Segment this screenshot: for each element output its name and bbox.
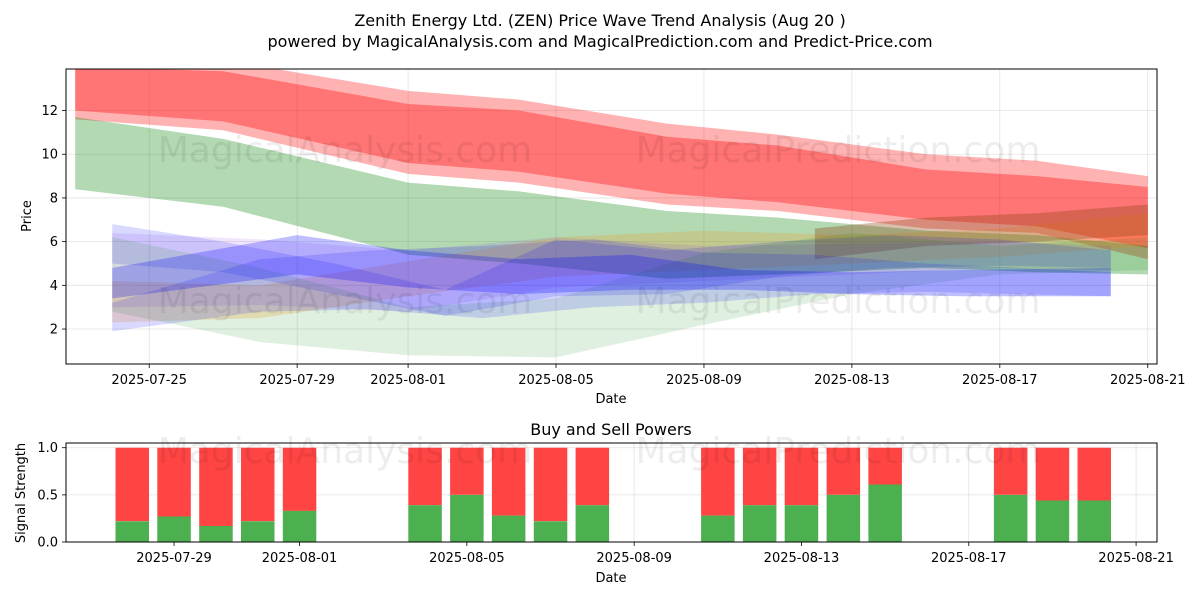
sell-bar	[701, 447, 735, 516]
price-x-tick-label: 2025-08-01	[370, 373, 446, 388]
watermark-bottom-left: MagicalAnalysis.com	[158, 431, 532, 472]
buy-bar	[701, 515, 735, 542]
sell-bar	[408, 447, 442, 506]
buy-bar	[868, 484, 902, 542]
signal-y-tick-label: 1.0	[37, 441, 58, 456]
signal-y-tick-label: 0.0	[37, 536, 58, 551]
watermark-top-right: MagicalPrediction.com	[636, 130, 1041, 171]
price-band-orange-band	[112, 213, 1148, 323]
price-y-tick-label: 8	[50, 191, 58, 206]
chart-title: Zenith Energy Ltd. (ZEN) Price Wave Tren…	[354, 11, 845, 30]
price-x-label: Date	[595, 392, 626, 407]
price-band-red-inner	[75, 69, 1148, 249]
signal-x-tick-label: 2025-08-01	[262, 551, 338, 566]
price-x-tick-label: 2025-07-29	[259, 373, 335, 388]
sell-bar	[533, 447, 568, 522]
price-bands	[75, 69, 1148, 358]
sell-bar	[450, 447, 484, 495]
sell-bar	[1077, 447, 1111, 501]
sell-bar	[784, 447, 819, 506]
sell-bar	[868, 447, 902, 485]
sell-bar	[282, 447, 317, 511]
price-y-tick-label: 10	[41, 148, 58, 163]
buy-bar	[199, 526, 233, 542]
price-band-blue-lower	[112, 239, 1111, 332]
buy-bar	[826, 494, 861, 542]
signal-x-label: Date	[595, 571, 626, 586]
buy-bar	[1035, 500, 1070, 542]
buy-bar	[408, 505, 442, 542]
buy-bar	[575, 505, 610, 542]
signal-y-label: Signal Strength	[14, 443, 29, 543]
watermark-bottom-right: MagicalPrediction.com	[636, 431, 1041, 472]
sell-bar	[241, 447, 275, 522]
signal-x-tick-label: 2025-08-05	[429, 551, 505, 566]
signal-x-tick-label: 2025-08-09	[596, 551, 672, 566]
sell-bar	[115, 447, 149, 522]
price-band-pale-green-band	[112, 232, 1148, 358]
price-x-tick-label: 2025-08-09	[666, 373, 742, 388]
price-plot-frame	[65, 68, 1158, 365]
price-y-tick-label: 6	[50, 235, 58, 250]
signal-x-tick-label: 2025-08-13	[764, 551, 840, 566]
sell-bar	[199, 447, 233, 526]
price-x-tick-label: 2025-07-25	[111, 373, 187, 388]
buy-bar	[241, 521, 275, 542]
buy-bar	[282, 510, 317, 542]
signal-x-tick-label: 2025-08-21	[1098, 551, 1174, 566]
signal-x-tick-label: 2025-08-17	[931, 551, 1007, 566]
price-x-tick-label: 2025-08-21	[1110, 373, 1186, 388]
price-y-label: Price	[20, 200, 35, 232]
price-band-blue-main	[112, 235, 1111, 299]
sell-bar	[491, 447, 526, 516]
price-y-tick-label: 2	[50, 323, 58, 338]
signal-bars	[115, 447, 1111, 542]
price-x-tick-label: 2025-08-13	[814, 373, 890, 388]
price-band-steel-band	[112, 224, 1111, 316]
buy-bar	[784, 505, 819, 542]
signal-x-tick-label: 2025-07-29	[136, 551, 212, 566]
sell-bar	[993, 447, 1028, 495]
watermark-mid-right: MagicalPrediction.com	[636, 281, 1041, 322]
sell-bar	[826, 447, 861, 495]
price-grid	[66, 69, 1157, 364]
buy-bar	[115, 521, 149, 542]
price-band-purple-band	[112, 232, 1111, 312]
sell-bar	[742, 447, 777, 506]
buy-bar	[1077, 500, 1111, 542]
buy-bar	[993, 494, 1028, 542]
price-x-tick-label: 2025-08-05	[518, 373, 594, 388]
sell-bar	[1035, 447, 1070, 501]
signal-chart-title: Buy and Sell Powers	[530, 420, 692, 439]
sell-bar	[157, 447, 191, 517]
signal-plot-frame	[65, 442, 1158, 543]
watermark-mid-left: MagicalAnalysis.com	[158, 281, 532, 322]
signal-y-tick-label: 0.5	[37, 488, 58, 503]
price-y-tick-label: 12	[41, 104, 58, 119]
price-band-green-main	[75, 117, 1148, 279]
buy-bar	[533, 521, 568, 542]
price-x-tick-label: 2025-08-17	[962, 373, 1038, 388]
sell-bar	[575, 447, 610, 506]
price-axes: 2025-07-25 2025-07-29 2025-08-01 2025-08-05…	[41, 104, 1185, 388]
signal-axes: 2025-07-29 2025-08-01 2025-08-05 2025-08-09…	[37, 441, 1174, 566]
buy-bar	[742, 505, 777, 542]
buy-bar	[157, 516, 191, 542]
price-y-tick-label: 4	[50, 279, 58, 294]
buy-bar	[450, 494, 484, 542]
price-band-red-outer	[75, 69, 1148, 260]
watermark-top-left: MagicalAnalysis.com	[158, 130, 532, 171]
buy-bar	[491, 515, 526, 542]
chart-subtitle: powered by MagicalAnalysis.com and Magic…	[267, 32, 932, 51]
price-band-brown-band	[814, 204, 1148, 260]
